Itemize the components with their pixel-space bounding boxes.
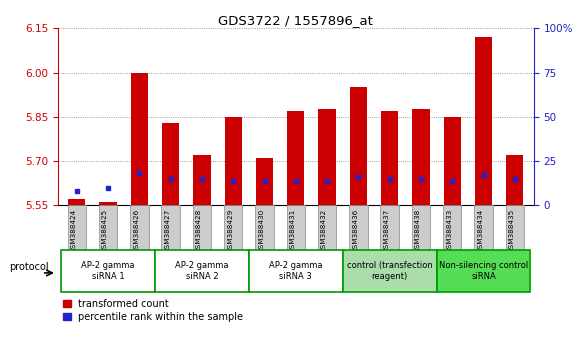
Bar	[443, 205, 462, 250]
Text: GSM388432: GSM388432	[321, 209, 327, 253]
Text: GSM388424: GSM388424	[71, 209, 77, 253]
Bar	[130, 205, 148, 250]
Legend: transformed count, percentile rank within the sample: transformed count, percentile rank withi…	[63, 299, 244, 321]
Bar	[381, 111, 398, 205]
Bar	[155, 250, 249, 292]
Text: GSM388426: GSM388426	[133, 209, 139, 253]
Text: GSM388434: GSM388434	[477, 209, 484, 253]
Bar	[412, 109, 430, 205]
Text: GSM388427: GSM388427	[165, 209, 171, 253]
Bar	[224, 117, 242, 205]
Bar	[162, 123, 179, 205]
Bar	[349, 205, 368, 250]
Bar	[506, 155, 523, 205]
Text: GSM388429: GSM388429	[227, 209, 233, 253]
Bar	[130, 73, 148, 205]
Text: GSM388431: GSM388431	[290, 209, 296, 253]
Bar	[99, 202, 117, 205]
Text: GSM388435: GSM388435	[509, 209, 515, 253]
Bar	[256, 158, 273, 205]
Text: AP-2 gamma
siRNA 1: AP-2 gamma siRNA 1	[81, 261, 135, 280]
Text: control (transfection
reagent): control (transfection reagent)	[347, 261, 433, 280]
Bar	[99, 205, 117, 250]
Bar	[506, 205, 524, 250]
Bar	[318, 109, 336, 205]
Bar	[412, 205, 430, 250]
Bar	[224, 205, 242, 250]
Bar	[61, 250, 155, 292]
Title: GDS3722 / 1557896_at: GDS3722 / 1557896_at	[218, 14, 374, 27]
Text: AP-2 gamma
siRNA 2: AP-2 gamma siRNA 2	[175, 261, 229, 280]
Bar	[444, 117, 461, 205]
Text: GSM388438: GSM388438	[415, 209, 421, 253]
Bar	[193, 205, 211, 250]
Text: GSM388437: GSM388437	[383, 209, 390, 253]
Text: GSM388428: GSM388428	[196, 209, 202, 253]
Bar	[474, 205, 493, 250]
Bar	[255, 205, 274, 250]
Bar	[287, 205, 305, 250]
Text: GSM388436: GSM388436	[353, 209, 358, 253]
Text: GSM388430: GSM388430	[259, 209, 264, 253]
Bar	[437, 250, 531, 292]
Bar	[343, 250, 437, 292]
Text: GSM388425: GSM388425	[102, 209, 108, 253]
Text: GSM388433: GSM388433	[446, 209, 452, 253]
Bar	[380, 205, 399, 250]
Bar	[67, 205, 86, 250]
Bar	[161, 205, 180, 250]
Text: AP-2 gamma
siRNA 3: AP-2 gamma siRNA 3	[269, 261, 322, 280]
Text: Non-silencing control
siRNA: Non-silencing control siRNA	[439, 261, 528, 280]
Text: protocol: protocol	[9, 262, 48, 272]
Bar	[287, 111, 305, 205]
Bar	[68, 199, 85, 205]
Bar	[350, 87, 367, 205]
Bar	[249, 250, 343, 292]
Bar	[475, 37, 492, 205]
Bar	[318, 205, 336, 250]
Bar	[193, 155, 211, 205]
